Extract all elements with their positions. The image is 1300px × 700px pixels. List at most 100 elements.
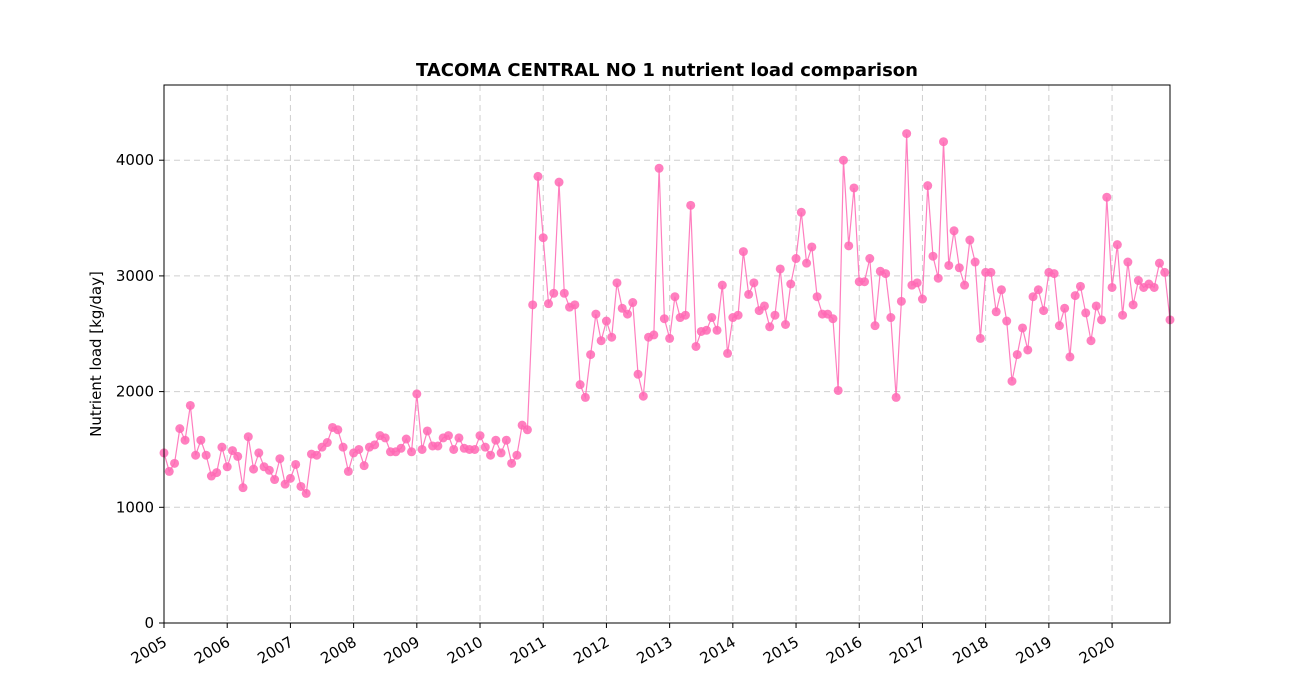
data-point <box>343 466 353 476</box>
data-point <box>285 473 295 483</box>
data-point <box>1023 345 1033 355</box>
x-tick-label: 2013 <box>634 633 676 668</box>
data-point <box>275 454 285 464</box>
data-point <box>475 431 485 441</box>
data-point <box>891 392 901 402</box>
data-point <box>501 435 511 445</box>
data-point <box>570 300 580 310</box>
data-point <box>870 321 880 331</box>
y-tick-label: 1000 <box>116 498 154 516</box>
data-point <box>480 442 490 452</box>
data-point <box>554 177 564 187</box>
x-tick-label: 2011 <box>507 633 549 668</box>
data-point <box>775 264 785 274</box>
data-point <box>575 380 585 390</box>
data-point <box>665 333 675 343</box>
data-point <box>733 310 743 320</box>
data-point <box>301 488 311 498</box>
data-point <box>886 313 896 323</box>
data-point <box>654 163 664 173</box>
data-point <box>707 313 717 323</box>
data-point <box>449 444 459 454</box>
data-point <box>849 183 859 193</box>
x-tick-label: 2009 <box>381 633 423 668</box>
data-point <box>1128 300 1138 310</box>
data-point <box>217 442 227 452</box>
data-point <box>680 310 690 320</box>
data-point <box>633 369 643 379</box>
data-point <box>865 254 875 264</box>
data-point <box>1054 321 1064 331</box>
data-point <box>670 292 680 302</box>
data-point <box>965 235 975 245</box>
data-point <box>1160 267 1170 277</box>
data-point <box>1102 192 1112 202</box>
data-point <box>691 341 701 351</box>
data-point <box>1018 323 1028 333</box>
data-point <box>243 432 253 442</box>
data-point <box>1049 269 1059 279</box>
data-point <box>923 181 933 191</box>
data-point <box>512 450 522 460</box>
y-tick-label: 2000 <box>116 383 154 401</box>
data-point <box>522 425 532 435</box>
data-point <box>396 443 406 453</box>
x-tick-label: 2015 <box>760 633 802 668</box>
x-tick-label: 2012 <box>570 633 612 668</box>
data-point <box>1007 376 1017 386</box>
data-point <box>975 333 985 343</box>
data-point <box>1039 306 1049 316</box>
data-point <box>1033 285 1043 295</box>
data-point <box>838 155 848 165</box>
data-point <box>744 289 754 299</box>
data-point <box>170 458 180 468</box>
data-point <box>280 479 290 489</box>
data-point <box>928 251 938 261</box>
data-point <box>949 226 959 236</box>
data-point <box>180 435 190 445</box>
data-point <box>749 278 759 288</box>
data-point <box>612 278 622 288</box>
data-point <box>622 309 632 319</box>
data-point <box>528 300 538 310</box>
data-point <box>896 296 906 306</box>
data-point <box>833 385 843 395</box>
data-point <box>412 389 422 399</box>
data-point <box>944 260 954 270</box>
data-point <box>970 257 980 267</box>
data-point <box>1149 282 1159 292</box>
data-point <box>196 435 206 445</box>
data-point <box>401 434 411 444</box>
data-point <box>996 285 1006 295</box>
data-point <box>712 325 722 335</box>
data-point <box>1070 291 1080 301</box>
data-point <box>212 468 222 478</box>
x-tick-label: 2020 <box>1076 633 1118 668</box>
data-point <box>254 448 264 458</box>
data-point <box>738 247 748 257</box>
data-point <box>939 137 949 147</box>
data-point <box>702 325 712 335</box>
data-point <box>628 298 638 308</box>
data-series <box>159 129 1175 498</box>
data-point <box>902 129 912 139</box>
x-tick-label: 2006 <box>191 633 233 668</box>
data-point <box>802 258 812 268</box>
data-point <box>164 466 174 476</box>
data-point <box>649 330 659 340</box>
data-point <box>723 348 733 358</box>
data-point <box>638 391 648 401</box>
plot-area-frame <box>163 84 1171 624</box>
data-point <box>765 322 775 332</box>
data-point <box>812 292 822 302</box>
data-point <box>227 446 237 456</box>
data-point <box>1065 352 1075 362</box>
data-point <box>954 263 964 273</box>
axis-ticks: 0 1000 2000 3000 4000 2005 2006 2007 2008 2009 201… <box>116 151 1118 667</box>
data-point <box>586 350 596 360</box>
data-point <box>686 200 696 210</box>
data-point <box>791 254 801 264</box>
data-point <box>270 475 280 485</box>
x-tick-label: 2017 <box>886 633 928 668</box>
